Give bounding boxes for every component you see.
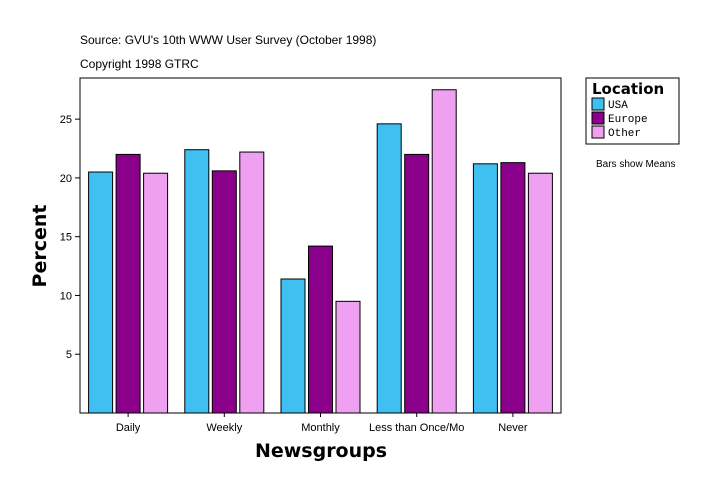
legend-title: Location bbox=[592, 80, 664, 98]
x-tick-label: Never bbox=[498, 422, 528, 434]
x-tick-label: Weekly bbox=[206, 422, 242, 434]
chart-subtitle: Copyright 1998 GTRC bbox=[80, 57, 199, 71]
y-tick-label: 10 bbox=[60, 290, 72, 302]
bar-usa bbox=[376, 123, 402, 414]
bar-other bbox=[335, 300, 361, 414]
bar-europe bbox=[308, 245, 333, 414]
x-axis-label: Newsgroups bbox=[255, 440, 387, 462]
bar-europe bbox=[404, 153, 430, 414]
legend-label: Other bbox=[608, 128, 641, 140]
legend-swatch-europe bbox=[591, 111, 605, 125]
bar-europe bbox=[500, 162, 526, 414]
chart-title: Source: GVU's 10th WWW User Survey (Octo… bbox=[80, 33, 376, 47]
y-axis-label: Percent bbox=[29, 205, 51, 288]
bar-other bbox=[431, 89, 457, 414]
y-tick-label: 20 bbox=[60, 173, 72, 185]
legend-swatch-other bbox=[591, 125, 605, 139]
bar-usa bbox=[88, 171, 114, 414]
legend: Location USA Europe Other bbox=[585, 77, 680, 145]
bar-usa bbox=[184, 149, 210, 414]
y-tick-label: 25 bbox=[60, 114, 72, 126]
legend-swatch-usa bbox=[591, 97, 605, 111]
bars-note: Bars show Means bbox=[596, 159, 675, 170]
bar-other bbox=[239, 151, 265, 414]
bar-europe bbox=[211, 170, 237, 414]
legend-label: USA bbox=[608, 100, 628, 112]
x-tick-label: Less than Once/Mo bbox=[369, 422, 464, 434]
y-tick-label: 5 bbox=[66, 349, 72, 361]
bar-other bbox=[527, 172, 553, 414]
bar-usa bbox=[280, 278, 306, 414]
x-tick-label: Daily bbox=[116, 422, 141, 434]
bar-usa bbox=[472, 163, 498, 414]
legend-label: Europe bbox=[608, 114, 648, 126]
x-tick-label: Monthly bbox=[301, 422, 340, 434]
y-tick-label: 15 bbox=[60, 232, 72, 244]
bar-other bbox=[143, 172, 169, 414]
bar-europe bbox=[115, 153, 141, 414]
